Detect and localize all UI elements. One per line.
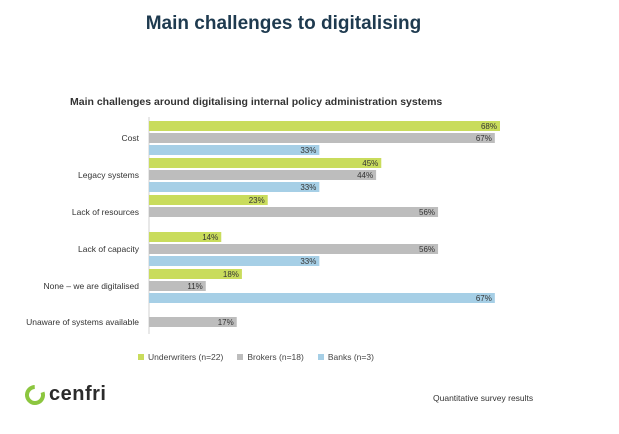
category-label: Cost <box>122 133 140 143</box>
bar-banks <box>149 145 320 155</box>
legend-item-banks: Banks (n=3) <box>317 352 374 362</box>
legend-swatch-banks <box>317 354 324 360</box>
data-label: 11% <box>187 282 202 291</box>
bar-brokers <box>149 207 439 217</box>
data-label: 33% <box>300 257 316 266</box>
data-label: 44% <box>357 171 373 180</box>
bar-brokers <box>149 170 377 180</box>
data-label: 56% <box>419 245 435 254</box>
bar-brokers <box>149 133 495 143</box>
category-label: Legacy systems <box>78 170 139 180</box>
logo-text: cenfri <box>49 383 107 405</box>
category-label: Unaware of systems available <box>26 317 139 327</box>
legend-item-brokers: Brokers (n=18) <box>237 352 304 362</box>
legend-label-brokers: Brokers (n=18) <box>247 352 304 362</box>
slide-title: Main challenges to digitalising <box>145 13 422 34</box>
legend-swatch-brokers <box>237 354 244 360</box>
data-label: 33% <box>300 146 316 155</box>
bar-underwriters <box>149 158 382 168</box>
bar-underwriters <box>149 121 500 131</box>
logo-ring-icon <box>25 384 45 405</box>
cenfri-logo: cenfri <box>24 383 106 406</box>
data-label: 14% <box>202 233 218 242</box>
legend-label-banks: Banks (n=3) <box>327 352 374 362</box>
data-label: 68% <box>481 122 497 131</box>
data-label: 18% <box>223 270 239 279</box>
data-label: 45% <box>362 159 378 168</box>
legend-item-underwriters: Underwriters (n=22) <box>138 352 223 362</box>
bar-brokers <box>149 281 206 291</box>
legend-label-underwriters: Underwriters (n=22) <box>148 352 224 362</box>
bar-underwriters <box>149 269 242 279</box>
bar-underwriters <box>149 232 222 242</box>
legend-swatch-underwriters <box>138 354 144 360</box>
bar-brokers <box>149 244 439 254</box>
bar-brokers <box>149 317 237 327</box>
footnote: Quantitative survey results <box>433 393 534 403</box>
data-label: 17% <box>218 318 234 327</box>
bar-underwriters <box>149 195 268 205</box>
category-label: None – we are digitalised <box>44 281 140 291</box>
chart-title: Main challenges around digitalising inte… <box>70 96 443 108</box>
data-label: 23% <box>249 196 265 205</box>
bar-banks <box>149 182 320 192</box>
legend: Underwriters (n=22) Brokers (n=18) Banks… <box>138 352 374 362</box>
data-label: 33% <box>300 183 316 192</box>
data-label: 56% <box>419 208 435 217</box>
category-label: Lack of capacity <box>78 244 140 254</box>
bar-banks <box>149 293 495 303</box>
data-label: 67% <box>476 134 492 143</box>
bar-banks <box>149 256 320 266</box>
data-label: 67% <box>476 294 492 303</box>
category-label: Lack of resources <box>72 207 139 217</box>
